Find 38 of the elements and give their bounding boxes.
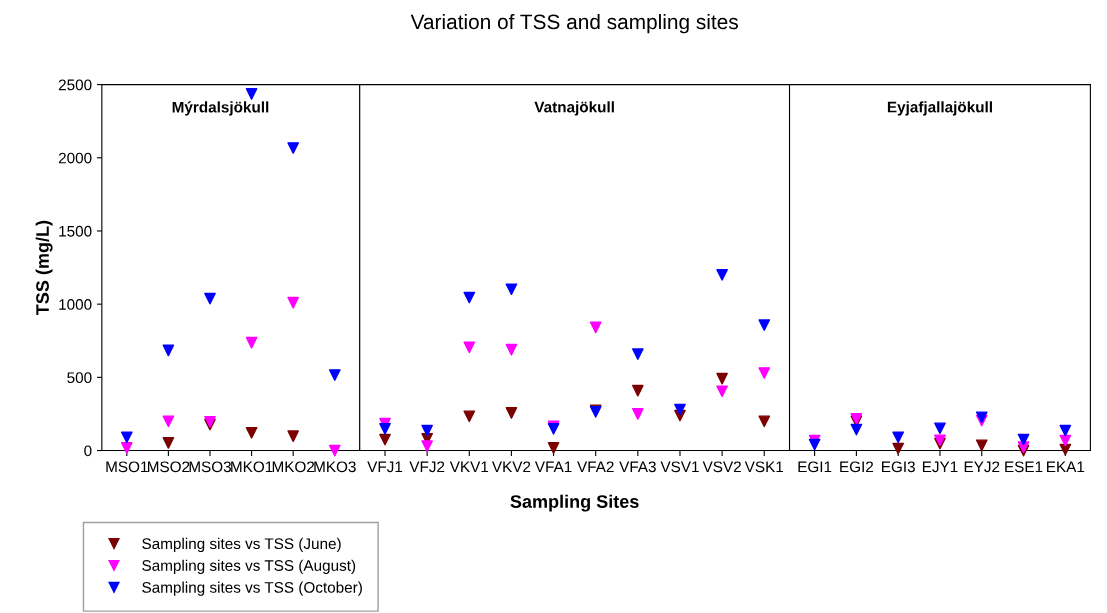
- x-tick-label: EJY1: [922, 461, 958, 473]
- x-tick-label: VSK1: [744, 461, 784, 473]
- legend-label: Sampling sites vs TSS (October): [142, 581, 362, 596]
- x-tick-label: MSO2: [148, 461, 190, 473]
- legend-label: Sampling sites vs TSS (August): [142, 559, 356, 574]
- y-tick-label: 1000: [59, 299, 92, 310]
- x-tick-label: VFA3: [619, 461, 656, 473]
- x-tick-label: VKV1: [449, 461, 489, 473]
- x-tick-label: VFJ1: [367, 461, 403, 473]
- x-tick-label: VFA2: [577, 461, 614, 473]
- chart-title: Variation of TSS and sampling sites: [410, 13, 738, 34]
- x-tick-label: EYJ2: [964, 461, 1000, 473]
- x-tick-label: ESE1: [1005, 461, 1043, 473]
- y-axis-title: TSS (mg/L): [35, 220, 53, 316]
- y-tick-label: 500: [67, 372, 92, 384]
- x-tick-label: VKV2: [491, 461, 531, 473]
- annotation: Mýrdalsjökull: [172, 101, 269, 116]
- annotation: Vatnajökull: [534, 101, 614, 116]
- x-tick-label: MSO1: [106, 461, 148, 473]
- x-tick-label: MKO1: [231, 461, 273, 473]
- x-tick-label: VFJ2: [409, 461, 445, 473]
- y-tick-label: 0: [84, 445, 92, 457]
- x-tick-label: MKO2: [272, 461, 315, 473]
- x-tick-label: EGI3: [882, 461, 915, 473]
- x-tick-label: VSV1: [660, 461, 699, 473]
- x-tick-label: EGI2: [840, 461, 874, 473]
- x-tick-label: MKO3: [314, 461, 356, 473]
- x-tick-label: EKA1: [1047, 461, 1085, 473]
- y-tick-label: 1500: [59, 225, 92, 237]
- y-tick-label: 2000: [58, 152, 92, 164]
- legend-label: Sampling sites vs TSS (June): [142, 537, 341, 553]
- y-tick-label: 2500: [58, 79, 92, 91]
- x-tick-label: VSV2: [702, 461, 741, 473]
- x-tick-label: VFA1: [534, 461, 572, 473]
- x-tick-label: EGI1: [798, 461, 832, 473]
- annotation: Eyjafjallajökull: [887, 101, 992, 116]
- x-tick-label: MSO3: [189, 461, 231, 473]
- x-axis-title: Sampling Sites: [510, 494, 639, 512]
